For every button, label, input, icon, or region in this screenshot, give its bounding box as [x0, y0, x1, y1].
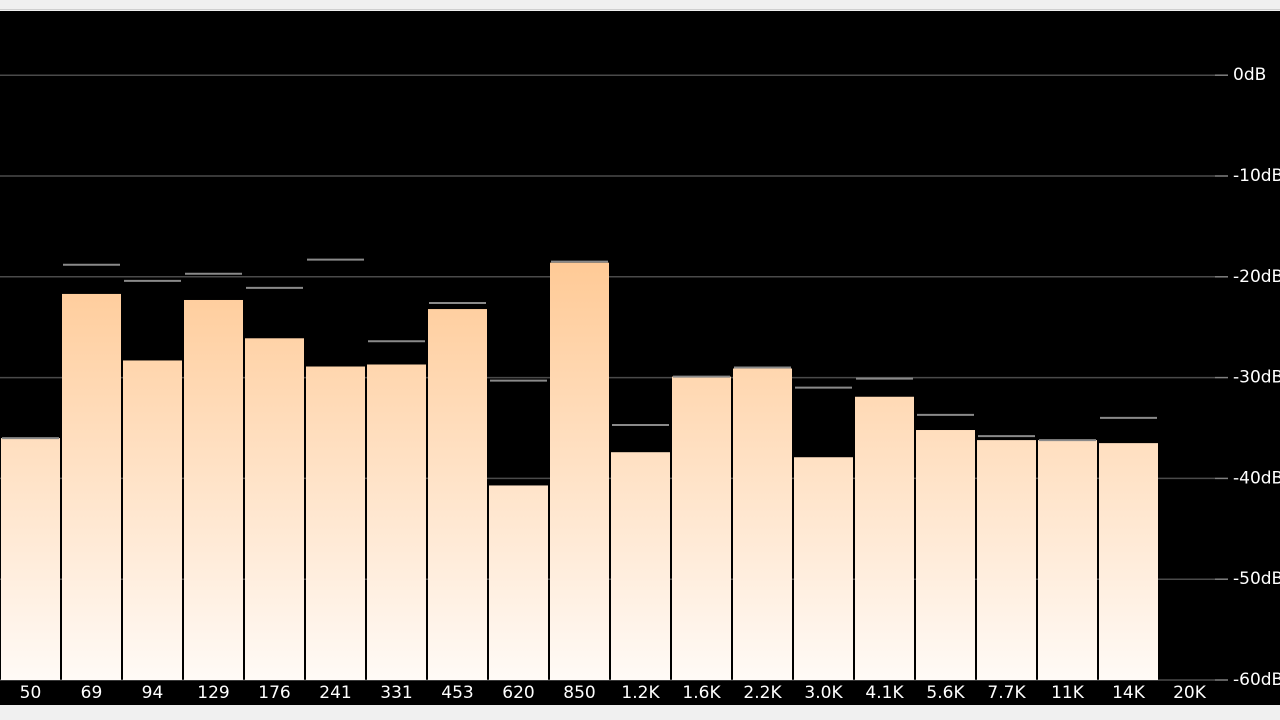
bar — [367, 364, 426, 680]
bar — [489, 485, 548, 680]
x-tick-label: 5.6K — [926, 683, 965, 703]
bar — [794, 457, 853, 680]
bar — [733, 368, 792, 680]
y-tick-label: -20dB — [1233, 267, 1280, 287]
x-tick-label: 7.7K — [987, 683, 1026, 703]
x-tick-label: 50 — [20, 683, 42, 703]
x-tick-label: 241 — [319, 683, 351, 703]
x-tick-label: 94 — [142, 683, 164, 703]
x-tick-label: 69 — [81, 683, 103, 703]
x-tick-label: 129 — [197, 683, 229, 703]
bar — [1038, 440, 1097, 680]
bottom-frame — [0, 705, 1280, 720]
y-tick-label: -60dB — [1233, 670, 1280, 690]
bar — [977, 440, 1036, 680]
x-tick-label: 176 — [258, 683, 290, 703]
x-tick-label: 331 — [380, 683, 412, 703]
bar — [916, 430, 975, 680]
bar — [1099, 443, 1158, 680]
bar — [428, 309, 487, 680]
bar — [855, 396, 914, 680]
x-tick-label: 850 — [563, 683, 595, 703]
bar — [1, 438, 60, 680]
y-tick-label: 0dB — [1233, 65, 1266, 85]
top-frame — [0, 0, 1280, 10]
x-tick-label: 453 — [441, 683, 473, 703]
bar — [62, 293, 121, 680]
y-tick-label: -50dB — [1233, 569, 1280, 589]
x-tick-label: 20K — [1173, 683, 1207, 703]
bar — [672, 376, 731, 680]
x-tick-label: 1.2K — [621, 683, 660, 703]
bar — [184, 299, 243, 680]
y-tick-label: -30dB — [1233, 368, 1280, 388]
x-tick-label: 2.2K — [743, 683, 782, 703]
x-tick-label: 14K — [1112, 683, 1146, 703]
bar — [123, 360, 182, 680]
x-tick-label: 11K — [1051, 683, 1085, 703]
x-tick-label: 620 — [502, 683, 534, 703]
y-tick-label: -40dB — [1233, 468, 1280, 488]
bar — [550, 262, 609, 680]
x-tick-label: 3.0K — [804, 683, 843, 703]
x-tick-label: 4.1K — [865, 683, 904, 703]
y-tick-label: -10dB — [1233, 166, 1280, 186]
x-tick-label: 1.6K — [682, 683, 721, 703]
bar — [245, 338, 304, 680]
bar — [611, 452, 670, 680]
bar — [306, 366, 365, 680]
